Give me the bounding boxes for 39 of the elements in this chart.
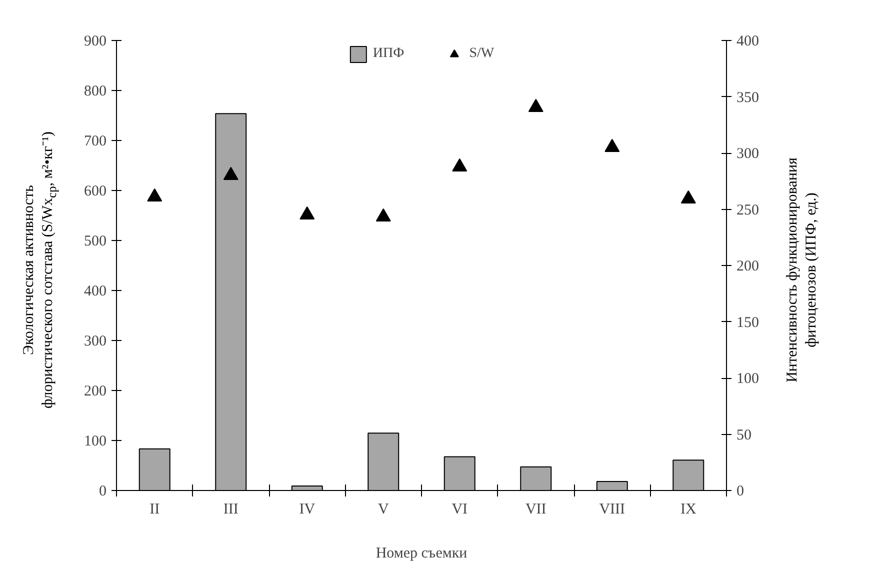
y2-tick-label: 0 bbox=[736, 484, 744, 500]
y-tick-label: 0 bbox=[99, 484, 106, 500]
y2-tick-label: 250 bbox=[736, 202, 759, 218]
y2-tick-label: 50 bbox=[736, 427, 752, 444]
point bbox=[604, 138, 620, 152]
x-tick-label: V bbox=[378, 502, 389, 518]
y-tick-label: 900 bbox=[84, 34, 106, 50]
y2-tick-label: 100 bbox=[736, 371, 759, 387]
point bbox=[680, 190, 696, 204]
x-axis-title: Номер съемки bbox=[376, 546, 468, 562]
point bbox=[300, 206, 315, 220]
x-tick-label: III bbox=[223, 502, 238, 518]
x-tick-label: IV bbox=[299, 502, 316, 518]
y-tick-label: 800 bbox=[84, 84, 106, 100]
y-tick-label: 600 bbox=[84, 184, 106, 200]
x-tick-label: VIII bbox=[599, 502, 626, 518]
y-tick-label: 700 bbox=[84, 134, 106, 150]
y2-tick-label: 200 bbox=[736, 258, 759, 274]
point bbox=[147, 188, 162, 202]
x-tick-label: VII bbox=[525, 502, 546, 518]
y-tick-label: 500 bbox=[84, 234, 106, 250]
y-tick-label: 400 bbox=[84, 284, 106, 300]
point bbox=[528, 98, 544, 112]
y-tick-label: 300 bbox=[84, 334, 106, 350]
point bbox=[223, 166, 238, 180]
point bbox=[452, 158, 468, 172]
legend-label: ИПФ bbox=[372, 46, 404, 62]
y-tick-label: 100 bbox=[84, 434, 106, 450]
y2-tick-label: 300 bbox=[736, 146, 759, 162]
y-tick-label: 200 bbox=[84, 384, 106, 400]
x-tick-label: II bbox=[150, 502, 160, 518]
y2-tick-label: 350 bbox=[736, 90, 759, 106]
x-tick-label: IX bbox=[680, 502, 696, 518]
point bbox=[376, 208, 391, 222]
y2-axis-title: Интенсивность функционирования фитоценозов (ИПФ, ед.) bbox=[783, 158, 820, 382]
y2-tick-label: 400 bbox=[736, 34, 759, 50]
x-tick-label: VI bbox=[452, 502, 468, 518]
y2-tick-label: 150 bbox=[736, 314, 759, 331]
legend-label: S/W bbox=[469, 46, 494, 62]
